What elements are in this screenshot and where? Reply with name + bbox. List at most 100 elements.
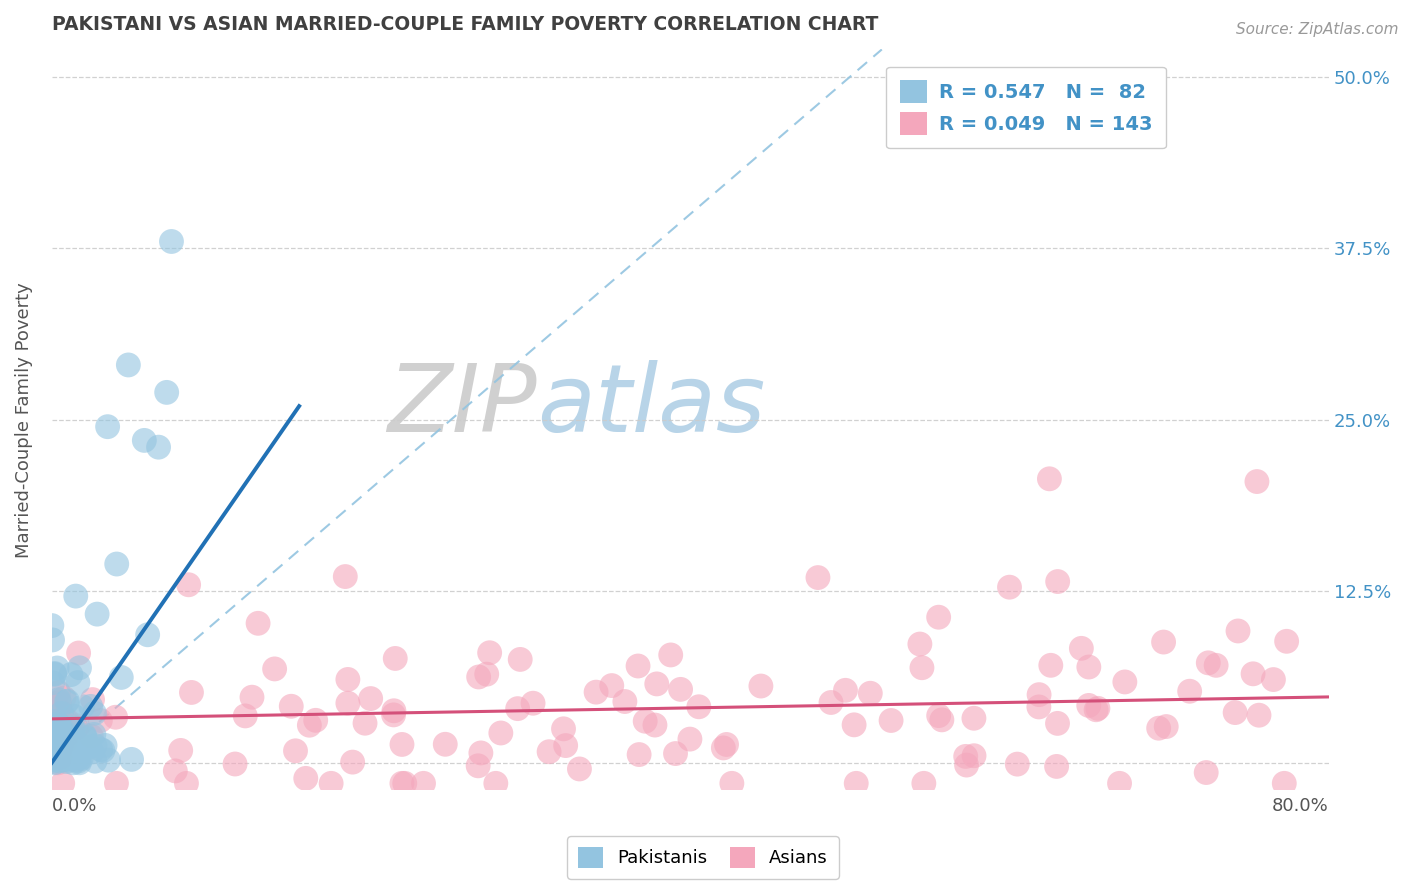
Point: [1272, 776, 1295, 790]
Point: [1263, 673, 1285, 687]
Point: [1038, 472, 1060, 486]
Point: [335, 569, 357, 583]
Point: [506, 701, 529, 715]
Point: [963, 748, 986, 763]
Point: [1087, 701, 1109, 715]
Point: [48, 701, 70, 715]
Point: [807, 571, 830, 585]
Point: [48, 747, 70, 762]
Point: [928, 610, 950, 624]
Point: [70, 751, 93, 765]
Point: [66, 719, 89, 733]
Point: [1114, 675, 1136, 690]
Point: [66, 675, 89, 690]
Point: [384, 651, 406, 665]
Point: [44, 666, 66, 681]
Point: [42, 727, 65, 741]
Point: [160, 235, 183, 249]
Text: 0.0%: 0.0%: [52, 797, 97, 815]
Point: [294, 772, 316, 786]
Point: [51, 706, 73, 721]
Point: [121, 752, 143, 766]
Point: [1147, 721, 1170, 735]
Point: [76, 740, 98, 755]
Point: [470, 746, 492, 760]
Point: [44, 756, 66, 770]
Point: [63, 709, 86, 723]
Point: [67, 756, 90, 770]
Point: [1178, 684, 1201, 698]
Point: [165, 764, 187, 778]
Text: PAKISTANI VS ASIAN MARRIED-COUPLE FAMILY POVERTY CORRELATION CHART: PAKISTANI VS ASIAN MARRIED-COUPLE FAMILY…: [52, 15, 879, 34]
Point: [59, 747, 82, 762]
Point: [1197, 656, 1219, 670]
Point: [52, 776, 75, 790]
Point: [67, 750, 90, 764]
Point: [49, 743, 72, 757]
Point: [41, 742, 63, 756]
Point: [1227, 624, 1250, 638]
Point: [467, 670, 489, 684]
Point: [45, 705, 67, 719]
Point: [42, 711, 65, 725]
Point: [1154, 720, 1177, 734]
Point: [842, 718, 865, 732]
Point: [749, 679, 772, 693]
Point: [56, 745, 79, 759]
Point: [321, 776, 343, 790]
Point: [711, 740, 734, 755]
Point: [60, 731, 83, 745]
Text: atlas: atlas: [537, 359, 765, 450]
Point: [51, 731, 73, 745]
Point: [156, 385, 179, 400]
Point: [1039, 658, 1062, 673]
Point: [59, 722, 82, 736]
Point: [1045, 759, 1067, 773]
Point: [51, 740, 73, 755]
Point: [89, 714, 111, 728]
Point: [73, 728, 96, 742]
Point: [46, 723, 69, 737]
Point: [1246, 475, 1268, 489]
Point: [412, 776, 434, 790]
Point: [44, 714, 66, 729]
Point: [67, 646, 90, 660]
Point: [382, 707, 405, 722]
Point: [84, 754, 107, 768]
Point: [820, 696, 842, 710]
Point: [509, 652, 531, 666]
Point: [478, 646, 501, 660]
Point: [62, 722, 84, 736]
Point: [645, 677, 668, 691]
Point: [394, 776, 416, 790]
Point: [65, 589, 87, 603]
Point: [48, 685, 70, 699]
Point: [51, 751, 73, 765]
Point: [148, 440, 170, 454]
Point: [600, 679, 623, 693]
Point: [73, 730, 96, 744]
Point: [912, 776, 935, 790]
Point: [298, 718, 321, 732]
Point: [391, 776, 413, 790]
Point: [180, 685, 202, 699]
Point: [224, 757, 246, 772]
Point: [1275, 634, 1298, 648]
Point: [48, 723, 70, 738]
Point: [59, 748, 82, 763]
Point: [42, 753, 65, 767]
Point: [998, 580, 1021, 594]
Point: [721, 776, 744, 790]
Point: [1028, 688, 1050, 702]
Point: [97, 753, 120, 767]
Point: [75, 731, 97, 746]
Point: [955, 758, 977, 772]
Point: [48, 717, 70, 731]
Point: [44, 667, 66, 681]
Point: [644, 718, 666, 732]
Point: [136, 628, 159, 642]
Point: [845, 776, 868, 790]
Point: [41, 700, 63, 714]
Point: [41, 717, 63, 731]
Point: [554, 739, 576, 753]
